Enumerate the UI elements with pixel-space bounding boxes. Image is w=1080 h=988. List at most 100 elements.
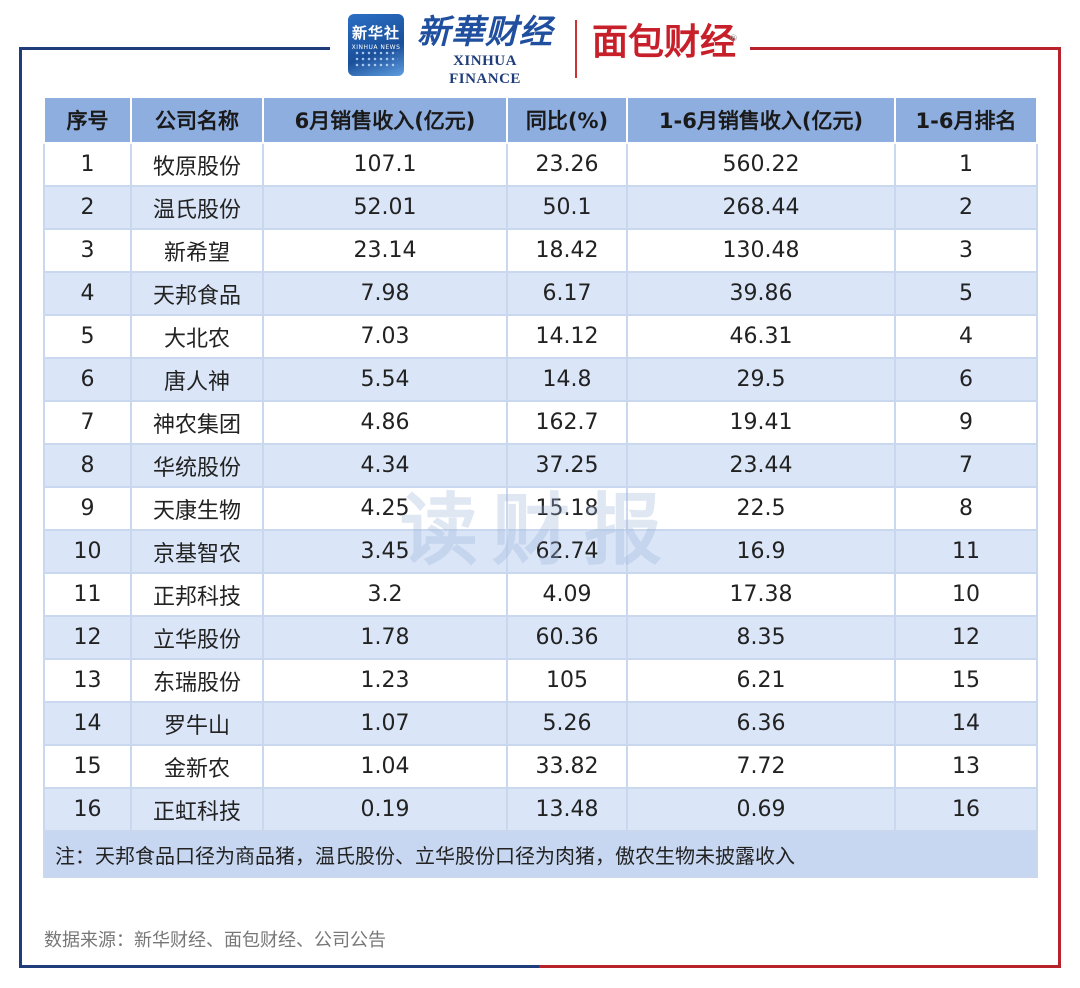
cell-h1-rank: 4 (894, 314, 1038, 359)
cell-company: 华统股份 (130, 443, 264, 488)
cell-h1-rank: 2 (894, 185, 1038, 230)
cell-june-revenue: 4.34 (262, 443, 508, 488)
table-row: 7 神农集团 4.86 162.7 19.41 9 (43, 400, 1038, 445)
cell-h1-rank: 11 (894, 529, 1038, 574)
cell-yoy: 18.42 (506, 228, 628, 273)
cell-company: 温氏股份 (130, 185, 264, 230)
col-header-yoy: 同比(%) (506, 96, 628, 144)
col-header-june-revenue: 6月销售收入(亿元) (262, 96, 508, 144)
table-row: 6 唐人神 5.54 14.8 29.5 6 (43, 357, 1038, 402)
col-header-index: 序号 (43, 96, 132, 144)
cell-h1-revenue: 22.5 (626, 486, 896, 531)
table-row: 12 立华股份 1.78 60.36 8.35 12 (43, 615, 1038, 660)
cell-h1-revenue: 39.86 (626, 271, 896, 316)
cell-company: 天邦食品 (130, 271, 264, 316)
table-row: 5 大北农 7.03 14.12 46.31 4 (43, 314, 1038, 359)
cell-yoy: 33.82 (506, 744, 628, 789)
cell-yoy: 60.36 (506, 615, 628, 660)
cell-index: 9 (43, 486, 132, 531)
cell-june-revenue: 1.23 (262, 658, 508, 703)
cell-h1-revenue: 16.9 (626, 529, 896, 574)
cell-june-revenue: 7.03 (262, 314, 508, 359)
cell-company: 立华股份 (130, 615, 264, 660)
col-header-h1-rank: 1-6月排名 (894, 96, 1038, 144)
col-header-company: 公司名称 (130, 96, 264, 144)
cell-h1-revenue: 23.44 (626, 443, 896, 488)
cell-company: 牧原股份 (130, 142, 264, 187)
cell-h1-revenue: 268.44 (626, 185, 896, 230)
xinhua-badge-pattern (354, 50, 398, 68)
cell-yoy: 14.12 (506, 314, 628, 359)
cell-h1-revenue: 560.22 (626, 142, 896, 187)
table-note-row: 注：天邦食品口径为商品猪，温氏股份、立华股份口径为肉猪，傲农生物未披露收入 (43, 830, 1038, 878)
cell-h1-revenue: 19.41 (626, 400, 896, 445)
cell-h1-rank: 14 (894, 701, 1038, 746)
cell-h1-revenue: 0.69 (626, 787, 896, 832)
cell-h1-rank: 8 (894, 486, 1038, 531)
cell-company: 正虹科技 (130, 787, 264, 832)
xinhua-finance-logo: 新華财经 XINHUA FINANCE (416, 12, 554, 88)
cell-company: 正邦科技 (130, 572, 264, 617)
cell-index: 11 (43, 572, 132, 617)
cell-index: 15 (43, 744, 132, 789)
cell-index: 2 (43, 185, 132, 230)
cell-h1-rank: 16 (894, 787, 1038, 832)
cell-h1-revenue: 17.38 (626, 572, 896, 617)
cell-company: 大北农 (130, 314, 264, 359)
table-row: 2 温氏股份 52.01 50.1 268.44 2 (43, 185, 1038, 230)
cell-yoy: 62.74 (506, 529, 628, 574)
cell-june-revenue: 107.1 (262, 142, 508, 187)
cell-yoy: 23.26 (506, 142, 628, 187)
cell-june-revenue: 4.25 (262, 486, 508, 531)
cell-company: 唐人神 (130, 357, 264, 402)
xinhua-finance-en: XINHUA FINANCE (449, 53, 521, 87)
cell-index: 7 (43, 400, 132, 445)
table-row: 8 华统股份 4.34 37.25 23.44 7 (43, 443, 1038, 488)
cell-yoy: 105 (506, 658, 628, 703)
cell-index: 1 (43, 142, 132, 187)
cell-june-revenue: 23.14 (262, 228, 508, 273)
cell-company: 金新农 (130, 744, 264, 789)
cell-index: 16 (43, 787, 132, 832)
table-note: 注：天邦食品口径为商品猪，温氏股份、立华股份口径为肉猪，傲农生物未披露收入 (43, 830, 1038, 878)
cell-june-revenue: 0.19 (262, 787, 508, 832)
frame-right-line (1058, 47, 1061, 968)
cell-yoy: 14.8 (506, 357, 628, 402)
cell-yoy: 13.48 (506, 787, 628, 832)
frame-top-right-line (750, 47, 1061, 50)
cell-june-revenue: 4.86 (262, 400, 508, 445)
cell-h1-rank: 7 (894, 443, 1038, 488)
table-row: 13 东瑞股份 1.23 105 6.21 15 (43, 658, 1038, 703)
cell-h1-revenue: 6.36 (626, 701, 896, 746)
cell-company: 神农集团 (130, 400, 264, 445)
cell-company: 东瑞股份 (130, 658, 264, 703)
table-row: 11 正邦科技 3.2 4.09 17.38 10 (43, 572, 1038, 617)
cell-index: 10 (43, 529, 132, 574)
table-row: 10 京基智农 3.45 62.74 16.9 11 (43, 529, 1038, 574)
xinhua-badge-en: XINHUA NEWS (351, 44, 401, 51)
cell-h1-rank: 5 (894, 271, 1038, 316)
cell-index: 3 (43, 228, 132, 273)
table-row: 14 罗牛山 1.07 5.26 6.36 14 (43, 701, 1038, 746)
table-body: 1 牧原股份 107.1 23.26 560.22 1 2 温氏股份 52.01 50.1 268.… (43, 142, 1038, 832)
cell-yoy: 162.7 (506, 400, 628, 445)
header-logos: 新华社 XINHUA NEWS 新華财经 XINHUA FINANCE 面包财经… (340, 8, 745, 87)
xinhua-news-logo: 新华社 XINHUA NEWS (348, 14, 404, 76)
sales-table: 序号 公司名称 6月销售收入(亿元) 同比(%) 1-6月销售收入(亿元) 1-… (43, 96, 1038, 878)
frame-top-left-line (19, 47, 330, 50)
cell-yoy: 4.09 (506, 572, 628, 617)
cell-h1-rank: 9 (894, 400, 1038, 445)
logo-divider (575, 20, 577, 78)
cell-yoy: 37.25 (506, 443, 628, 488)
frame-bottom-right-line (539, 965, 1061, 968)
cell-h1-rank: 6 (894, 357, 1038, 402)
frame-bottom-left-line (19, 965, 539, 968)
cell-june-revenue: 5.54 (262, 357, 508, 402)
cell-index: 5 (43, 314, 132, 359)
registered-mark: ® (729, 34, 739, 44)
table-row: 4 天邦食品 7.98 6.17 39.86 5 (43, 271, 1038, 316)
cell-yoy: 6.17 (506, 271, 628, 316)
cell-june-revenue: 52.01 (262, 185, 508, 230)
cell-index: 6 (43, 357, 132, 402)
cell-index: 8 (43, 443, 132, 488)
